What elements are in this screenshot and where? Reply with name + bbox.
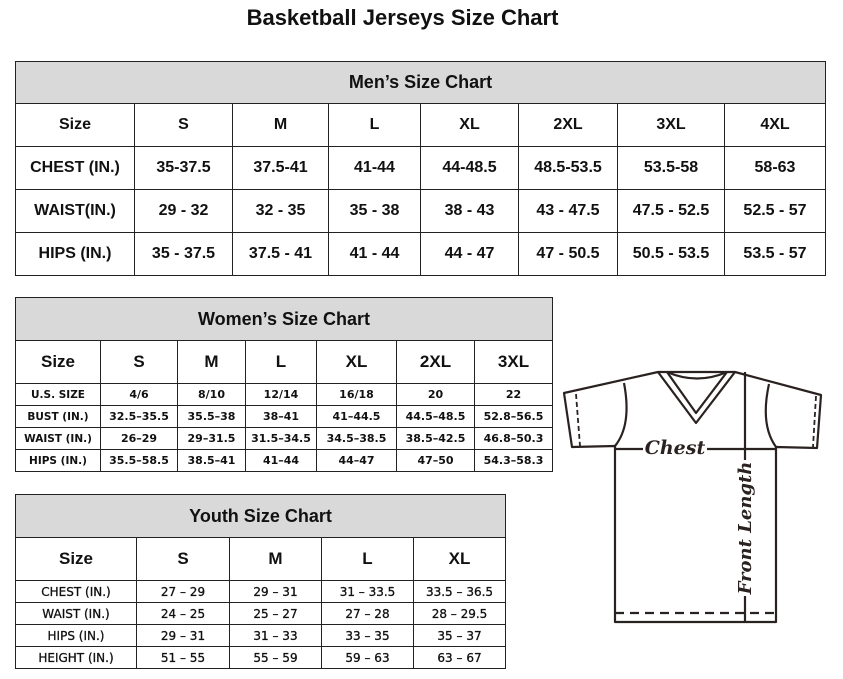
table-cell: 59 – 63	[321, 646, 414, 669]
men-header-row: Size S M L XL 2XL 3XL 4XL	[15, 103, 826, 147]
right-armhole	[764, 383, 777, 448]
youth-header-row: Size S M L XL	[15, 537, 507, 581]
table-cell: 25 – 27	[229, 602, 322, 625]
table-row: HEIGHT (IN.) 51 – 55 55 – 59 59 – 63 63 – 67	[15, 646, 507, 669]
column-header: L	[328, 103, 421, 147]
womens-size-table: Women’s Size Chart Size S M L XL 2XL 3XL U.S. S…	[14, 297, 554, 472]
table-row: WAIST (IN.) 26–29 29–31.5 31.5–34.5 34.5–38.…	[15, 427, 554, 450]
youth-size-table: Youth Size Chart Size S M L XL CHEST (IN.) 27 …	[14, 494, 507, 669]
row-label: BUST (IN.)	[15, 405, 101, 428]
table-cell: 53.5 - 57	[724, 232, 826, 276]
column-header: M	[232, 103, 329, 147]
table-row: CHEST (IN.) 27 – 29 29 – 31 31 – 33.5 33.5 –…	[15, 580, 507, 603]
table-cell: 44-48.5	[420, 146, 519, 190]
table-cell: 34.5–38.5	[316, 427, 397, 450]
column-header: M	[229, 537, 322, 581]
table-cell: 33 – 35	[321, 624, 414, 647]
jersey-outline	[562, 370, 823, 624]
table-cell: 38–41	[245, 405, 317, 428]
column-header: 3XL	[617, 103, 725, 147]
table-cell: 47 - 50.5	[518, 232, 618, 276]
table-cell: 28 – 29.5	[412, 602, 507, 625]
table-cell: 38.5–42.5	[396, 427, 475, 450]
front-length-label: Front Length	[735, 462, 756, 596]
column-header: Size	[15, 537, 137, 581]
table-cell: 51 – 55	[136, 646, 230, 669]
row-label: HIPS (IN.)	[15, 449, 101, 472]
row-label: HIPS (IN.)	[15, 232, 135, 276]
table-cell: 29 – 31	[136, 624, 230, 647]
table-row: U.S. SIZE 4/6 8/10 12/14 16/18 20 22	[15, 383, 554, 406]
page-title: Basketball Jerseys Size Chart	[246, 5, 559, 30]
table-cell: 53.5-58	[617, 146, 725, 190]
jersey-collar	[657, 370, 736, 425]
column-header: S	[136, 537, 230, 581]
column-header: XL	[420, 103, 519, 147]
table-cell: 43 - 47.5	[518, 189, 618, 233]
table-cell: 35 - 38	[328, 189, 421, 233]
row-label: CHEST (IN.)	[15, 146, 135, 190]
table-cell: 41-44	[328, 146, 421, 190]
table-cell: 41–44	[245, 449, 317, 472]
table-cell: 55 – 59	[229, 646, 322, 669]
table-row: CHEST (IN.) 35-37.5 37.5-41 41-44 44-48.5 48.…	[15, 146, 826, 190]
column-header: S	[134, 103, 233, 147]
column-header: L	[245, 340, 317, 384]
column-header: 2XL	[396, 340, 475, 384]
table-cell: 63 – 67	[412, 646, 507, 669]
column-header: L	[321, 537, 414, 581]
table-cell: 52.5 - 57	[724, 189, 826, 233]
table-cell: 37.5 - 41	[232, 232, 329, 276]
table-cell: 38 - 43	[420, 189, 519, 233]
table-row: HIPS (IN.) 35.5–58.5 38.5–41 41–44 44–47 47–5…	[15, 449, 554, 472]
chest-label: Chest	[645, 437, 706, 459]
table-cell: 52.8–56.5	[473, 405, 554, 428]
table-cell: 27 – 29	[136, 580, 230, 603]
table-cell: 33.5 – 36.5	[412, 580, 507, 603]
table-cell: 24 – 25	[136, 602, 230, 625]
row-label: WAIST(IN.)	[15, 189, 135, 233]
mens-size-table: Men’s Size Chart Size S M L XL 2XL 3XL 4XL CHEST…	[15, 61, 826, 276]
table-cell: 31 – 33	[229, 624, 322, 647]
table-cell: 35.5–38	[177, 405, 246, 428]
table-cell: 48.5-53.5	[518, 146, 618, 190]
youth-table-caption: Youth Size Chart	[14, 494, 507, 538]
table-cell: 41 - 44	[328, 232, 421, 276]
table-cell: 32 - 35	[232, 189, 329, 233]
column-header: 2XL	[518, 103, 618, 147]
table-cell: 47–50	[396, 449, 475, 472]
table-cell: 58-63	[724, 146, 826, 190]
table-cell: 31.5–34.5	[245, 427, 317, 450]
table-cell: 35 - 37.5	[134, 232, 233, 276]
row-label: WAIST (IN.)	[15, 602, 137, 625]
table-cell: 46.8–50.3	[473, 427, 554, 450]
column-header: XL	[412, 537, 507, 581]
table-cell: 26–29	[100, 427, 178, 450]
left-armhole	[614, 382, 628, 447]
row-label: HEIGHT (IN.)	[15, 646, 137, 669]
table-row: BUST (IN.) 32.5–35.5 35.5–38 38–41 41–44.5 44…	[15, 405, 554, 428]
table-cell: 29–31.5	[177, 427, 246, 450]
table-cell: 38.5–41	[177, 449, 246, 472]
mens-table-caption: Men’s Size Chart	[15, 61, 826, 104]
table-row: WAIST (IN.) 24 – 25 25 – 27 27 – 28 28 – 29.…	[15, 602, 507, 625]
women-header-row: Size S M L XL 2XL 3XL	[15, 340, 554, 384]
table-row: HIPS (IN.) 35 - 37.5 37.5 - 41 41 - 44 44 - …	[15, 232, 826, 276]
table-cell: 54.3–58.3	[473, 449, 554, 472]
table-cell: 44.5–48.5	[396, 405, 475, 428]
table-row: WAIST(IN.) 29 - 32 32 - 35 35 - 38 38 - 43 43…	[15, 189, 826, 233]
column-header: Size	[15, 340, 101, 384]
